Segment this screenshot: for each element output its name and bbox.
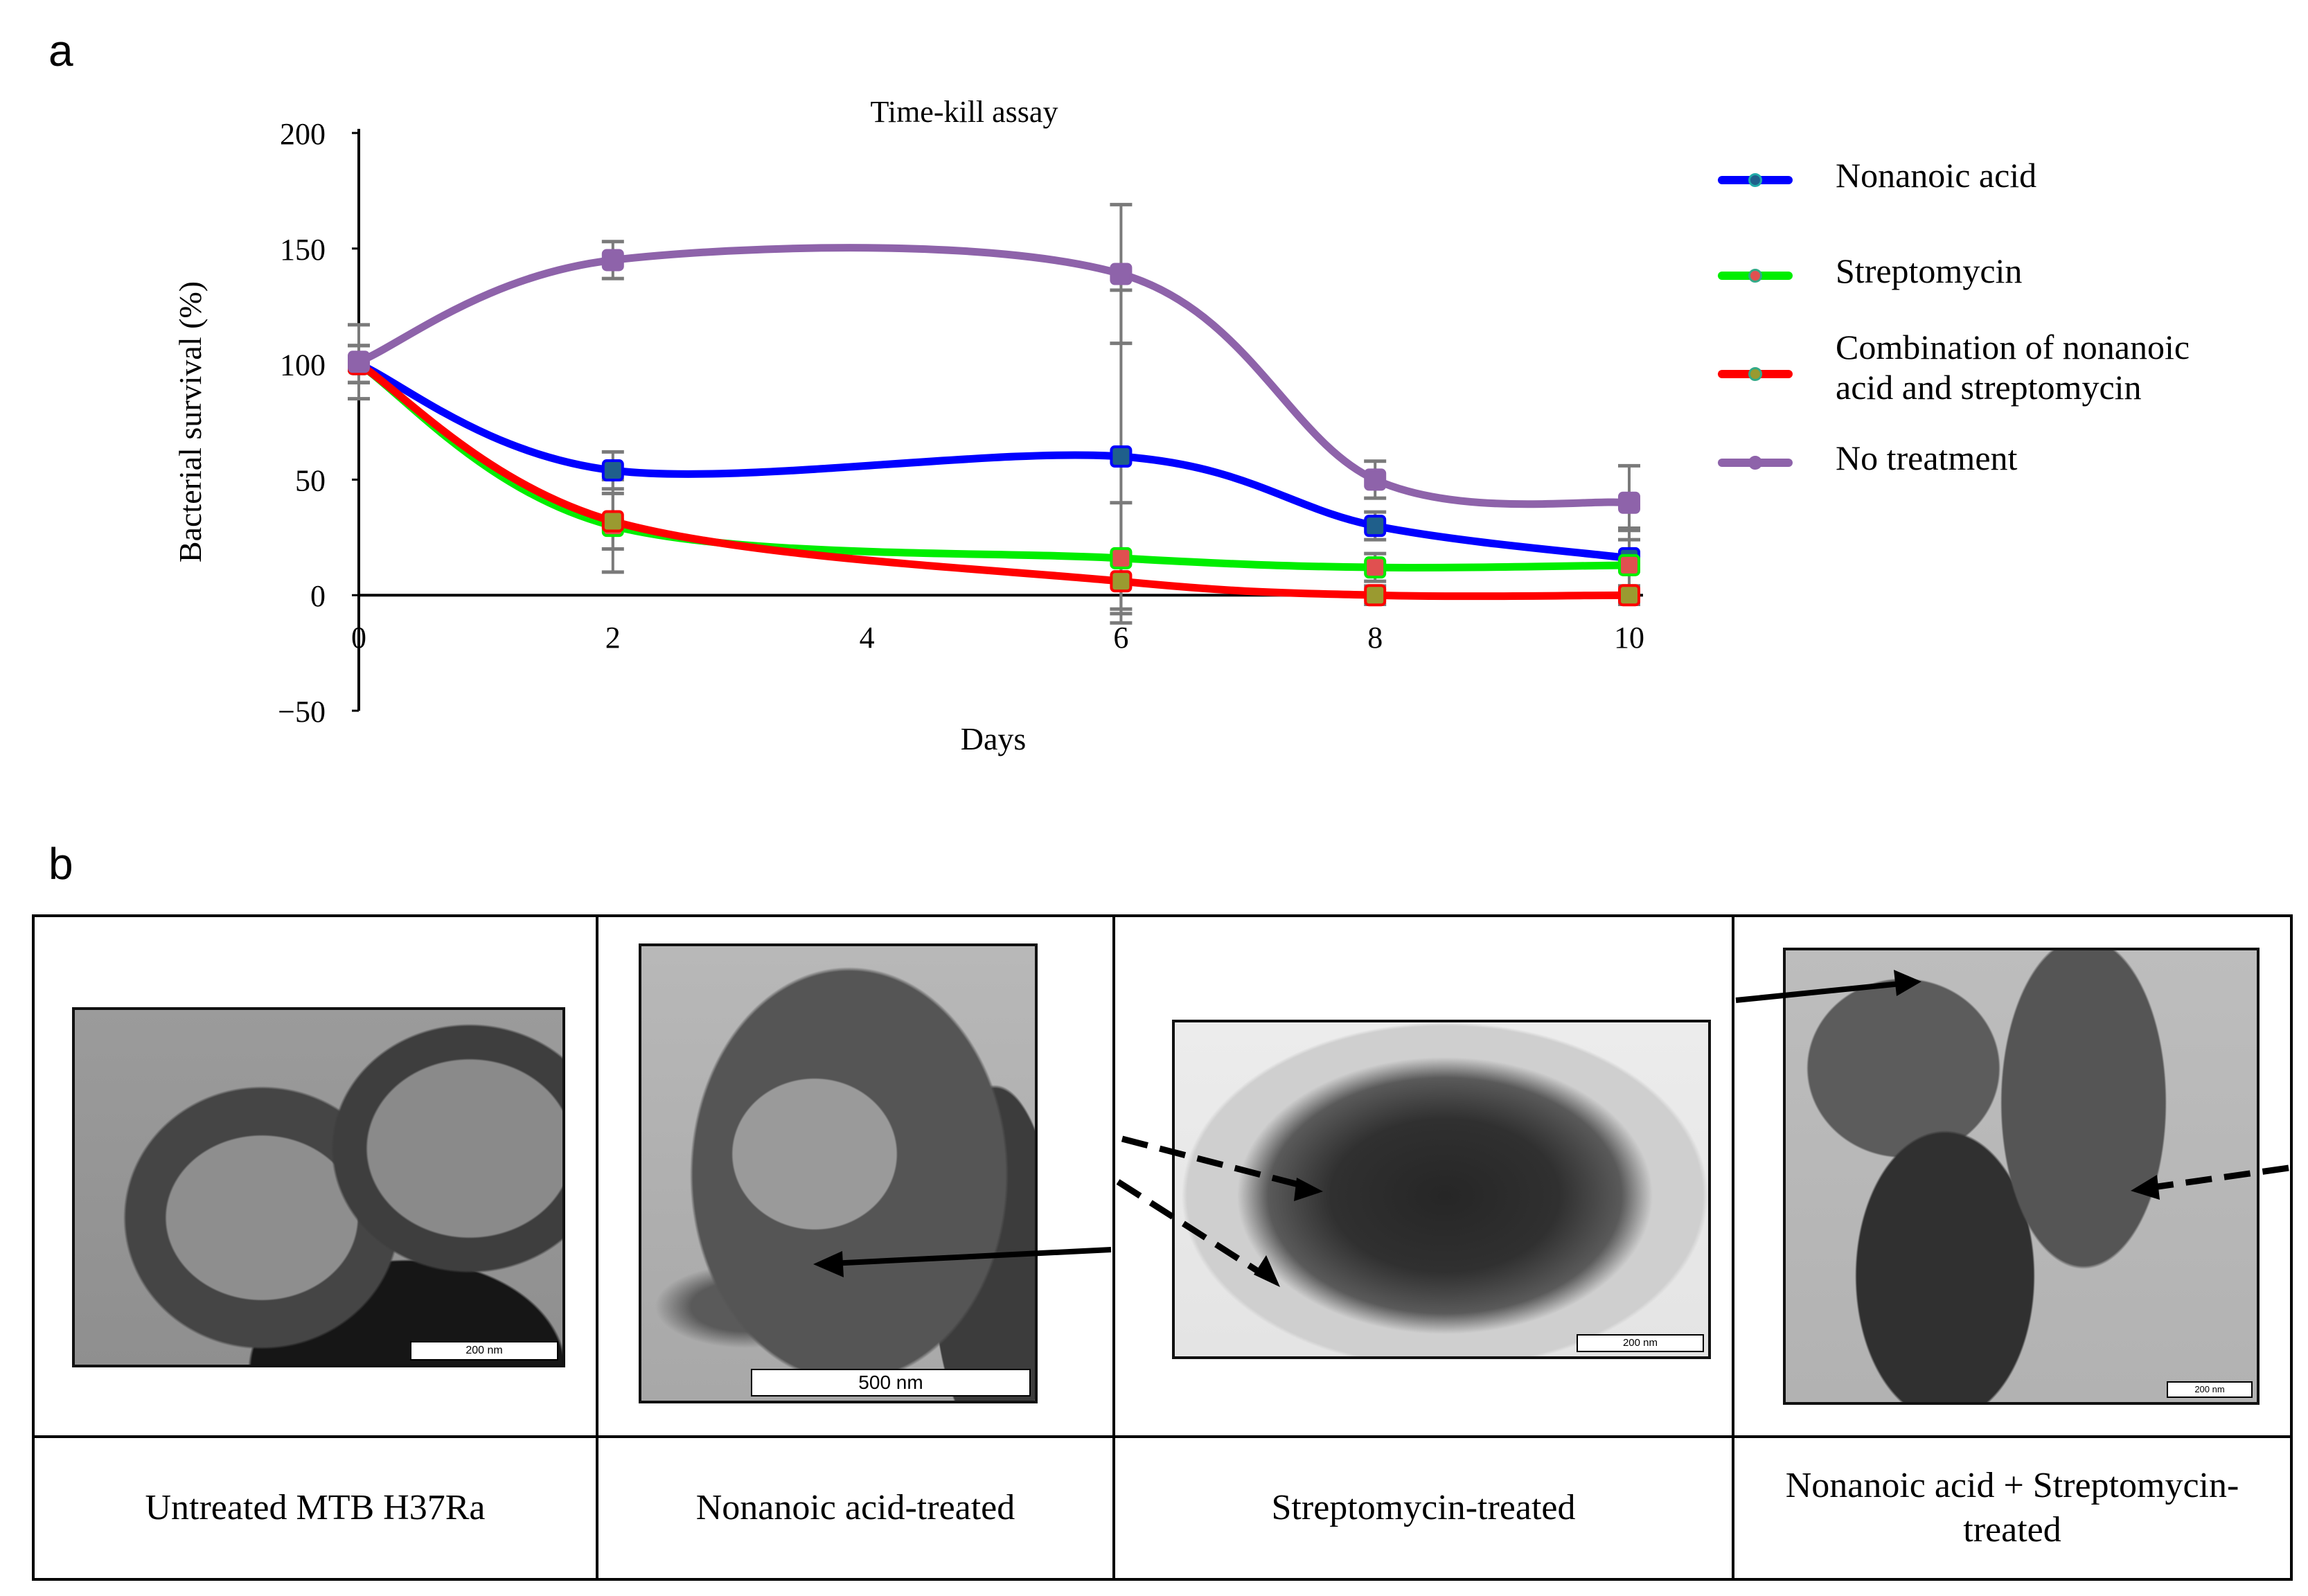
y-tick-label: 200 (280, 117, 326, 151)
data-point (1364, 515, 1387, 538)
scale-bar: 500 nm (751, 1369, 1031, 1396)
tem-image-streptomycin: 200 nm (1172, 1020, 1711, 1359)
data-point (1110, 570, 1133, 593)
legend-label: Streptomycin (1836, 251, 2023, 290)
panel-label-a: a (48, 26, 73, 76)
x-axis-label: Days (961, 721, 1027, 756)
series-line-2 (355, 360, 1633, 601)
caption-streptomycin: Streptomycin-treated (1112, 1435, 1734, 1581)
scale-bar: 200 nm (2167, 1381, 2253, 1398)
tem-image-untreated: 200 nm (72, 1007, 565, 1367)
solid-arrow-icon (1735, 970, 1921, 1003)
tem-cell-untreated: 200 nm (32, 914, 598, 1438)
data-point (1110, 263, 1133, 285)
caption-line: Nonanoic acid + Streptomycin- (1785, 1466, 2239, 1505)
tem-cell-streptomycin: 200 nm (1112, 914, 1734, 1438)
y-tick-label: 100 (280, 348, 326, 382)
caption-nonanoic: Nonanoic acid-treated (596, 1435, 1115, 1581)
dashed-arrow-icon (1116, 1135, 1323, 1287)
data-point (348, 351, 370, 373)
y-tick-label: 0 (310, 579, 326, 613)
x-tick-label: 6 (1113, 621, 1128, 655)
caption-line: treated (1963, 1510, 2061, 1550)
x-tick-label: 0 (351, 621, 366, 655)
y-tick-label: −50 (278, 695, 326, 729)
data-point (1618, 553, 1640, 576)
data-point (1364, 468, 1387, 491)
legend-marker-icon (1748, 456, 1762, 470)
data-point (601, 510, 624, 533)
dashed-arrow-icon (2131, 1164, 2289, 1200)
data-point (601, 249, 624, 272)
series-line-0 (355, 360, 1633, 562)
legend-label: acid and streptomycin (1836, 368, 2142, 407)
legend-marker-icon (1748, 269, 1762, 283)
series-line-1 (355, 360, 1633, 572)
series-line-3 (355, 244, 1633, 508)
tem-image-nonanoic: 500 nm (639, 943, 1038, 1403)
tem-cell-combination: 200 nm (1732, 914, 2293, 1438)
panel-label-b: b (48, 839, 73, 889)
data-point (1364, 556, 1387, 579)
x-tick-label: 10 (1614, 621, 1644, 655)
legend-marker-icon (1748, 367, 1762, 381)
x-tick-label: 8 (1367, 621, 1383, 655)
caption-untreated: Untreated MTB H37Ra (32, 1435, 598, 1581)
x-tick-label: 4 (860, 621, 875, 655)
data-point (601, 459, 624, 482)
data-point (1110, 547, 1133, 569)
legend-label: Nonanoic acid (1836, 156, 2037, 195)
data-point (1618, 491, 1640, 514)
y-tick-label: 150 (280, 233, 326, 267)
scale-bar: 200 nm (410, 1341, 558, 1360)
y-axis-label: Bacterial survival (%) (172, 281, 208, 562)
data-point (1110, 445, 1133, 468)
chart-title: Time-kill assay (871, 95, 1058, 129)
scale-bar: 200 nm (1577, 1334, 1704, 1352)
time-kill-chart: 200 150 100 50 0 −50 0 2 4 6 8 10 Time-kill assay Day… (172, 95, 1644, 756)
caption-combination: Nonanoic acid + Streptomycin- treated (1732, 1435, 2293, 1581)
data-point (1618, 584, 1640, 607)
legend-label: No treatment (1836, 438, 2018, 477)
tem-image-combination: 200 nm (1783, 948, 2260, 1405)
legend-marker-icon (1748, 173, 1762, 187)
legend-label: Combination of nonanoic (1836, 328, 2190, 366)
solid-arrow-icon (813, 1247, 1112, 1277)
tem-cell-nonanoic: 500 nm (596, 914, 1115, 1438)
y-tick-label: 50 (295, 463, 326, 497)
tem-image-table: 200 nm 500 nm 200 nm 2 (32, 914, 2293, 1581)
x-tick-label: 2 (605, 621, 621, 655)
data-point (1364, 584, 1387, 607)
